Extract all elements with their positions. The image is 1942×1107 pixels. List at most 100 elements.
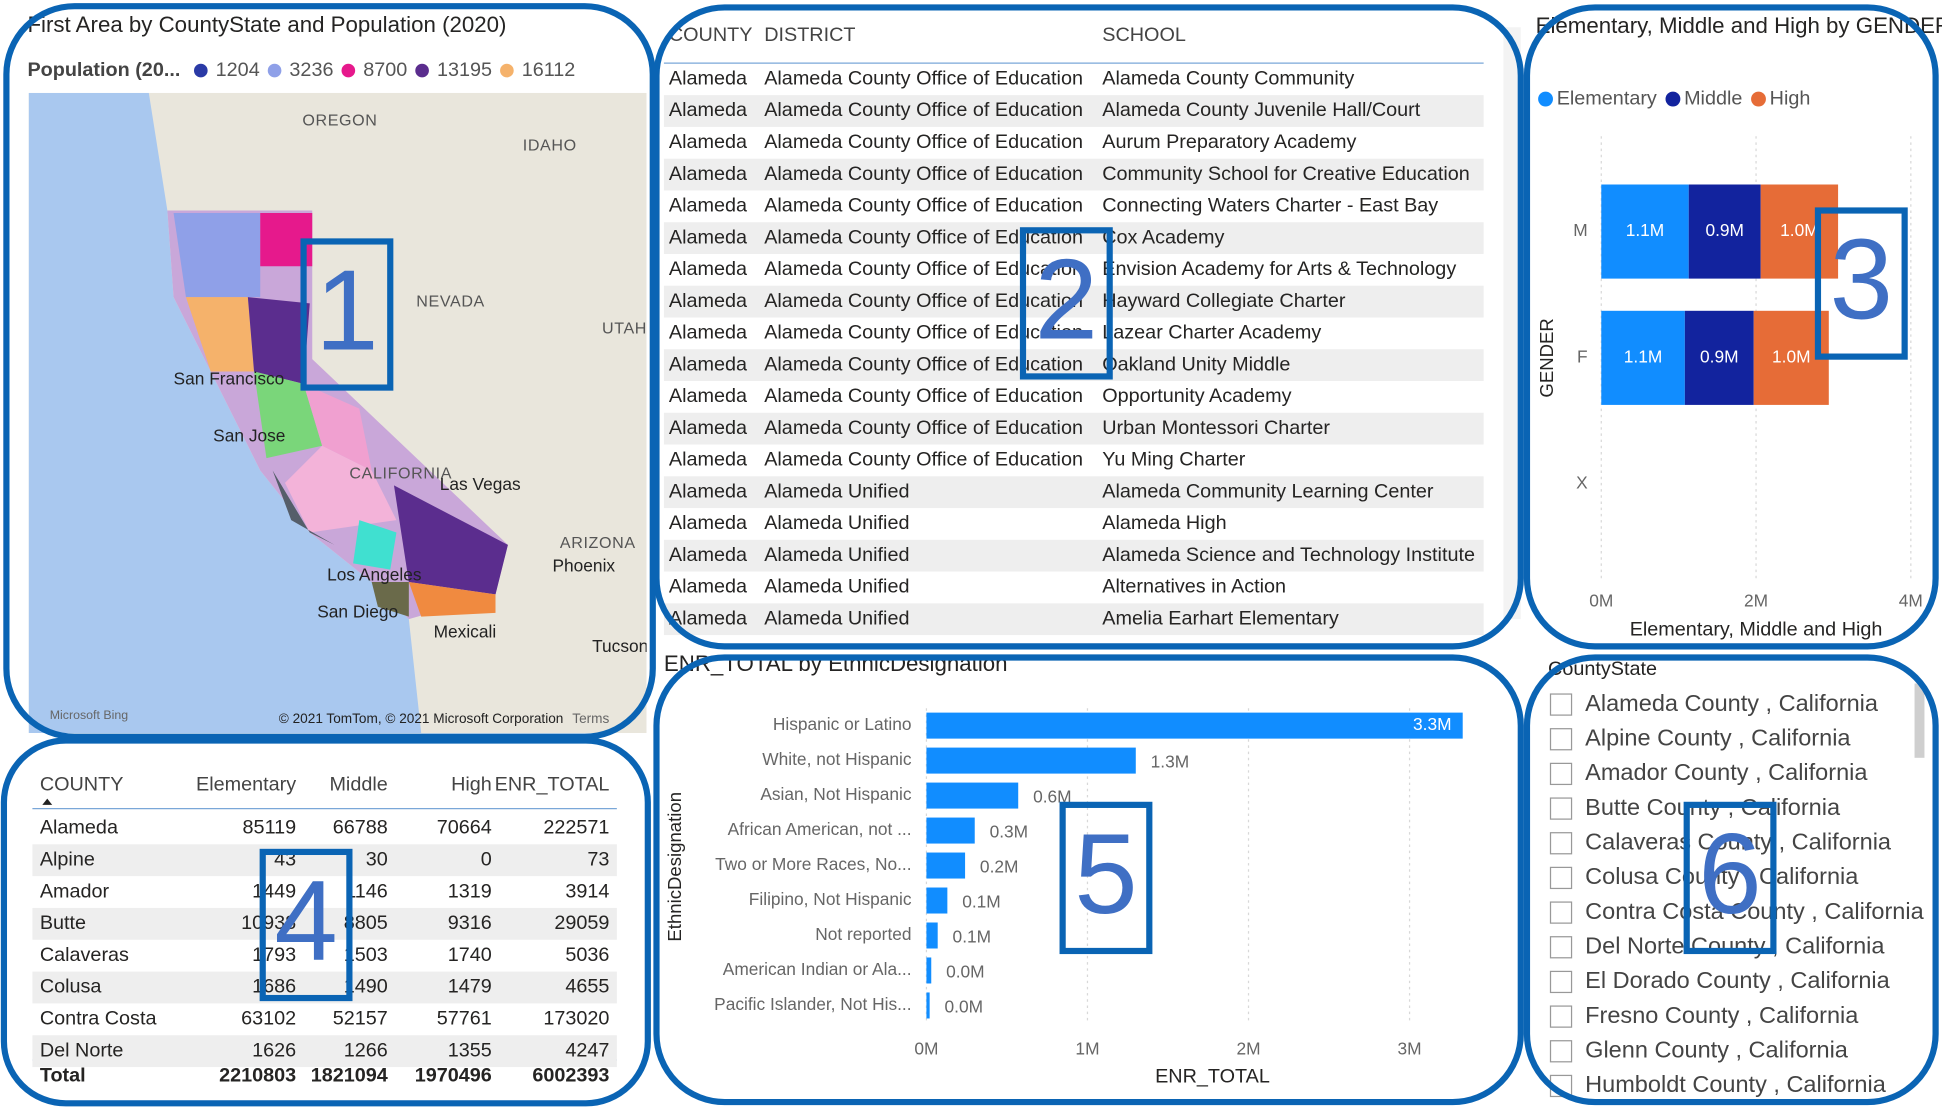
table-cell: 1266 bbox=[344, 1039, 388, 1061]
legend-dot bbox=[341, 63, 356, 78]
column-header: High bbox=[451, 773, 492, 795]
table-cell: 222571 bbox=[543, 817, 609, 839]
table-cell: Alameda Unified bbox=[764, 576, 909, 598]
data-label: 1.3M bbox=[1151, 752, 1190, 772]
data-label: 0.9M bbox=[1700, 346, 1739, 366]
frame bbox=[653, 4, 1524, 650]
table-cell: Alternatives in Action bbox=[1102, 576, 1286, 598]
map-visual[interactable]: First Area by CountyState and Population… bbox=[27, 12, 648, 734]
bar bbox=[926, 782, 1019, 809]
legend-dot bbox=[500, 63, 514, 78]
table-cell: Alameda bbox=[669, 67, 748, 89]
table-cell: Alameda County Office of Education bbox=[764, 353, 1083, 375]
checkbox[interactable] bbox=[1549, 728, 1573, 751]
table-cell: Alameda County Office of Education bbox=[764, 195, 1083, 217]
table-cell: Alameda Unified bbox=[764, 607, 909, 629]
data-label: 1.0M bbox=[1780, 220, 1819, 240]
data-label: 0.1M bbox=[962, 892, 1001, 912]
y-tick-label: Two or More Races, No... bbox=[715, 854, 911, 874]
checkbox[interactable] bbox=[1549, 832, 1573, 855]
slicer-item: El Dorado County , California bbox=[1585, 967, 1890, 993]
column-header: Elementary bbox=[196, 773, 296, 795]
table-cell: Alameda bbox=[669, 544, 748, 566]
slicer-item: Amador County , California bbox=[1585, 759, 1868, 785]
bar bbox=[926, 712, 1463, 739]
scrollbar[interactable] bbox=[1914, 683, 1925, 758]
checkbox[interactable] bbox=[1549, 1005, 1573, 1028]
map-label: Mexicali bbox=[434, 621, 497, 641]
scrollbar[interactable] bbox=[1503, 27, 1521, 620]
data-label: 0.2M bbox=[980, 857, 1019, 877]
gender-chart: Elementary, Middle and High by GENDER 0M 2… bbox=[1536, 13, 1942, 640]
row-band bbox=[32, 907, 617, 940]
table-cell: Alameda bbox=[669, 99, 748, 121]
callout-number: 2 bbox=[1035, 236, 1098, 363]
table-cell: Alameda County Office of Education bbox=[764, 290, 1083, 312]
table-cell: Alameda bbox=[669, 322, 748, 344]
table-cell: Oakland Unity Middle bbox=[1102, 353, 1290, 375]
callout-number: 5 bbox=[1074, 811, 1137, 938]
table-cell: Alameda bbox=[669, 226, 748, 248]
bar bbox=[1601, 310, 1685, 405]
x-tick-label: 0M bbox=[914, 1039, 938, 1059]
table-cell: Alameda High bbox=[1102, 512, 1226, 534]
table-cell: Community School for Creative Education bbox=[1102, 163, 1470, 185]
table-cell: Alameda County Office of Education bbox=[764, 322, 1083, 344]
data-label: 1.1M bbox=[1624, 346, 1663, 366]
slicer-item: Calaveras County , California bbox=[1585, 828, 1892, 854]
row-band bbox=[663, 539, 1484, 572]
table-cell: 1146 bbox=[345, 880, 388, 902]
map-label: San Jose bbox=[213, 426, 285, 446]
map-label: San Diego bbox=[317, 602, 398, 622]
total-cell: 1821094 bbox=[311, 1064, 388, 1086]
checkbox[interactable] bbox=[1549, 866, 1573, 890]
table-cell: Alameda County Office of Education bbox=[764, 385, 1083, 407]
table-cell: 3914 bbox=[565, 880, 609, 902]
table-cell: 29059 bbox=[554, 912, 609, 934]
legend-label: 1204 bbox=[216, 59, 260, 81]
bar bbox=[926, 747, 1136, 774]
map-area: OREGON IDAHO NEVADA UTAH San Francisco San Jo… bbox=[28, 92, 647, 734]
y-tick-label: African American, not ... bbox=[728, 819, 912, 839]
data-label: 0.6M bbox=[1033, 787, 1072, 807]
total-cell: 1970496 bbox=[415, 1064, 492, 1086]
checkbox[interactable] bbox=[1549, 693, 1573, 716]
callout-box bbox=[300, 238, 394, 391]
legend-label: High bbox=[1770, 87, 1811, 109]
checkbox[interactable] bbox=[1549, 901, 1573, 924]
y-tick-label: X bbox=[1576, 473, 1588, 493]
legend-dot bbox=[1538, 91, 1553, 107]
legend-label: 16112 bbox=[522, 59, 576, 81]
table-cell: Alameda bbox=[669, 163, 748, 185]
county-table: COUNTY Elementary Middle High ENR_TOTAL Alame… bbox=[32, 773, 617, 1086]
table-cell: Alameda bbox=[669, 417, 748, 439]
table-cell: 1503 bbox=[344, 944, 388, 966]
y-axis-title: EthnicDesignation bbox=[664, 792, 685, 942]
table-cell: Alameda County Juvenile Hall/Court bbox=[1102, 99, 1421, 121]
table-cell: Alameda bbox=[669, 576, 748, 598]
data-label: 1.1M bbox=[1626, 220, 1665, 240]
table-cell: Yu Ming Charter bbox=[1102, 449, 1245, 471]
checkbox[interactable] bbox=[1549, 762, 1573, 786]
column-header: COUNTY bbox=[40, 773, 124, 795]
checkbox[interactable] bbox=[1549, 1040, 1573, 1063]
total-cell: 6002393 bbox=[532, 1064, 609, 1086]
frame bbox=[0, 737, 651, 1107]
table-cell: Alameda Unified bbox=[764, 512, 909, 534]
x-axis-title: ENR_TOTAL bbox=[1155, 1066, 1270, 1088]
column-header: COUNTY bbox=[669, 24, 753, 46]
table-cell: 1355 bbox=[448, 1039, 492, 1061]
map-title: First Area by CountyState and Population… bbox=[27, 12, 506, 37]
terms-link[interactable]: Terms bbox=[572, 711, 609, 726]
checkbox[interactable] bbox=[1549, 797, 1573, 820]
frame bbox=[1523, 4, 1939, 650]
table-cell: Alameda bbox=[669, 290, 748, 312]
checkbox[interactable] bbox=[1549, 970, 1573, 994]
table-cell: Alameda bbox=[669, 258, 748, 280]
map-label: ARIZONA bbox=[560, 534, 636, 552]
checkbox[interactable] bbox=[1549, 936, 1573, 959]
sort-arrow bbox=[42, 798, 53, 805]
slicer-item: Alpine County , California bbox=[1585, 724, 1851, 750]
data-label: 1.0M bbox=[1772, 346, 1811, 366]
bar bbox=[926, 852, 966, 879]
